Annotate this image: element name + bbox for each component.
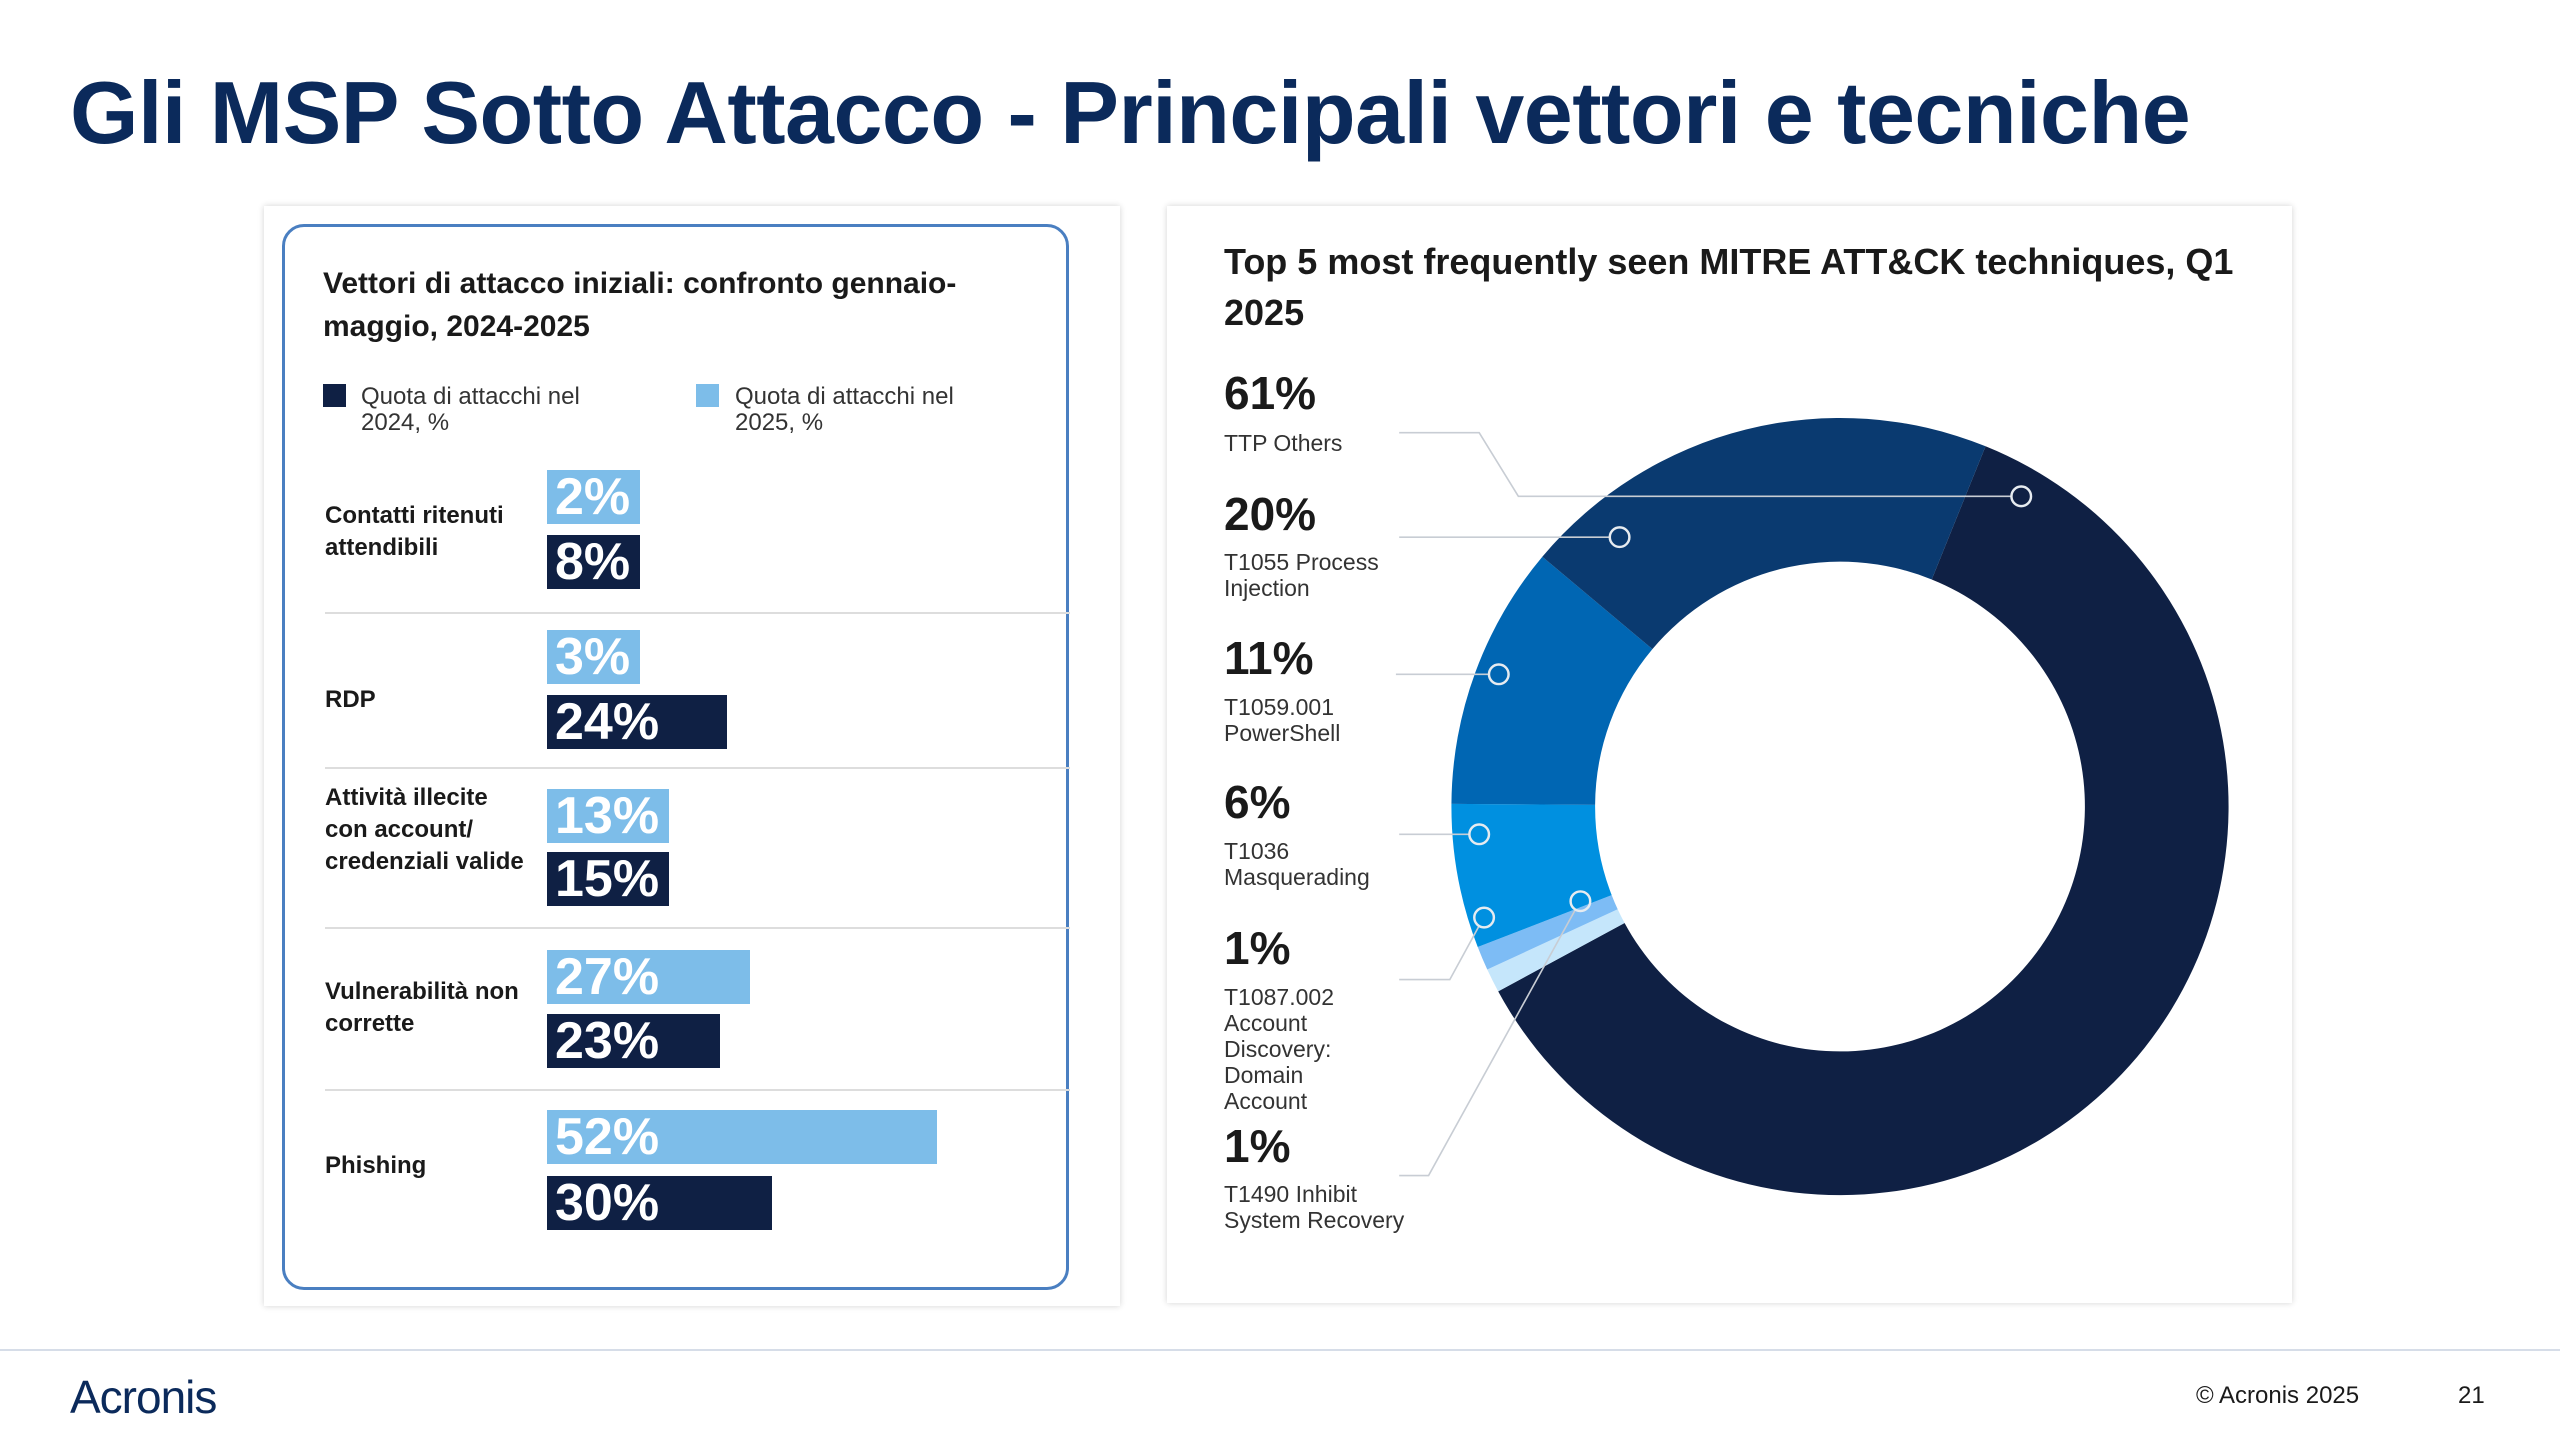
bar-2024: 23% — [547, 1014, 720, 1068]
bar-chart-title: Vettori di attacco iniziali: confronto g… — [323, 267, 957, 343]
slice-label: T1036 Masquerading — [1224, 838, 1370, 890]
category-label: Vulnerabilità non corrette — [325, 978, 519, 1037]
bar-2025: 13% — [547, 789, 670, 843]
slice-label: T1055 Process Injection — [1224, 549, 1379, 601]
slice-percent: 11% — [1224, 632, 1314, 684]
category-label: Contatti ritenuti attendibili — [325, 502, 504, 561]
slice-label: T1059.001 PowerShell — [1224, 694, 1341, 746]
bar-2025: 52% — [547, 1110, 937, 1164]
legend-swatch-2024 — [323, 384, 346, 407]
bar-2025: 2% — [547, 470, 641, 524]
bar-2025: 3% — [547, 630, 641, 684]
legend-label-2025: Quota di attacchi nel 2025, % — [735, 383, 954, 436]
slice-percent: 1% — [1224, 922, 1291, 974]
legend-label-2024: Quota di attacchi nel 2024, % — [361, 383, 580, 436]
slice-percent: 6% — [1224, 776, 1291, 828]
bar-2024: 24% — [547, 695, 727, 749]
row-divider — [325, 927, 1070, 929]
bar-2024: 15% — [547, 852, 670, 906]
bar-2024: 30% — [547, 1176, 772, 1230]
row-divider — [325, 767, 1070, 769]
bar-chart-frame — [282, 224, 1069, 1290]
slice-label: TTP Others — [1224, 430, 1343, 456]
slice-percent: 61% — [1224, 367, 1317, 419]
slice-label: T1087.002 Account Discovery: Domain Acco… — [1224, 984, 1334, 1114]
slice-label: T1490 Inhibit System Recovery — [1224, 1181, 1405, 1233]
bar-2024: 8% — [547, 535, 641, 589]
row-divider — [325, 612, 1070, 614]
donut-chart-panel — [1167, 206, 2292, 1303]
slide-title: Gli MSP Sotto Attacco - Principali vetto… — [70, 63, 2191, 162]
bar-2025: 27% — [547, 950, 750, 1004]
footer-divider — [0, 1349, 2560, 1351]
page-number: 21 — [2458, 1382, 2485, 1409]
row-divider — [325, 1089, 1070, 1091]
donut-chart-title: Top 5 most frequently seen MITRE ATT&CK … — [1224, 241, 2234, 333]
copyright: © Acronis 2025 — [2196, 1382, 2360, 1409]
acronis-logo: Acronis — [70, 1371, 217, 1423]
slice-percent: 20% — [1224, 488, 1317, 540]
category-label: Attività illecite con account/ credenzia… — [325, 784, 524, 875]
category-label: RDP — [325, 686, 376, 713]
slice-percent: 1% — [1224, 1120, 1291, 1172]
legend-swatch-2025 — [696, 384, 719, 407]
category-label: Phishing — [325, 1152, 427, 1179]
